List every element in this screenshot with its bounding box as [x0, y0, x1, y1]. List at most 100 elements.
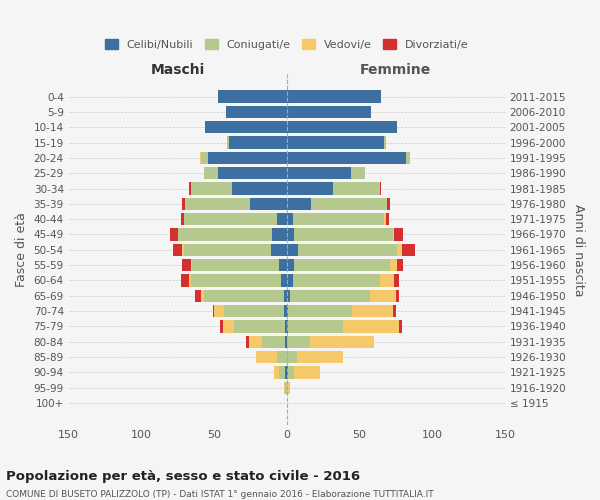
- Bar: [178, 228, 272, 240]
- Bar: [226, 106, 287, 118]
- Bar: [293, 213, 384, 226]
- Bar: [288, 305, 352, 317]
- Bar: [287, 305, 288, 317]
- Bar: [184, 244, 271, 256]
- Bar: [294, 228, 393, 240]
- Bar: [287, 136, 384, 148]
- Bar: [393, 228, 394, 240]
- Bar: [191, 182, 232, 194]
- Bar: [262, 336, 285, 348]
- Bar: [182, 244, 184, 256]
- Bar: [285, 366, 287, 378]
- Bar: [311, 198, 387, 210]
- Bar: [287, 244, 298, 256]
- Text: COMUNE DI BUSETO PALIZZOLO (TP) - Dati ISTAT 1° gennaio 2016 - Elaborazione TUTT: COMUNE DI BUSETO PALIZZOLO (TP) - Dati I…: [6, 490, 434, 499]
- Bar: [181, 274, 190, 286]
- Bar: [287, 90, 381, 102]
- Bar: [272, 228, 287, 240]
- Bar: [287, 382, 290, 394]
- Bar: [390, 259, 397, 272]
- Bar: [380, 274, 394, 286]
- Text: Femmine: Femmine: [360, 62, 431, 76]
- Bar: [284, 290, 287, 302]
- Bar: [294, 259, 390, 272]
- Bar: [394, 228, 403, 240]
- Bar: [204, 290, 284, 302]
- Bar: [232, 182, 287, 194]
- Bar: [285, 336, 287, 348]
- Bar: [287, 290, 290, 302]
- Bar: [293, 274, 380, 286]
- Bar: [249, 336, 262, 348]
- Bar: [343, 320, 398, 332]
- Bar: [218, 90, 287, 102]
- Bar: [384, 136, 386, 148]
- Bar: [287, 213, 293, 226]
- Bar: [287, 336, 310, 348]
- Bar: [397, 244, 401, 256]
- Bar: [380, 182, 381, 194]
- Bar: [200, 152, 201, 164]
- Bar: [195, 290, 201, 302]
- Bar: [218, 167, 287, 179]
- Bar: [298, 244, 397, 256]
- Bar: [214, 305, 224, 317]
- Bar: [224, 305, 284, 317]
- Bar: [185, 198, 250, 210]
- Bar: [280, 259, 287, 272]
- Bar: [246, 336, 249, 348]
- Bar: [387, 198, 390, 210]
- Bar: [287, 366, 288, 378]
- Bar: [393, 305, 396, 317]
- Bar: [281, 274, 287, 286]
- Bar: [401, 244, 415, 256]
- Bar: [288, 366, 294, 378]
- Bar: [384, 213, 386, 226]
- Text: Popolazione per età, sesso e stato civile - 2016: Popolazione per età, sesso e stato civil…: [6, 470, 360, 483]
- Bar: [398, 320, 401, 332]
- Bar: [406, 152, 410, 164]
- Bar: [191, 259, 192, 272]
- Bar: [287, 228, 294, 240]
- Bar: [227, 136, 229, 148]
- Bar: [277, 351, 287, 363]
- Bar: [229, 136, 287, 148]
- Bar: [285, 382, 287, 394]
- Bar: [182, 259, 191, 272]
- Bar: [287, 274, 293, 286]
- Bar: [235, 320, 285, 332]
- Bar: [294, 366, 320, 378]
- Bar: [173, 244, 182, 256]
- Bar: [256, 351, 277, 363]
- Bar: [386, 213, 389, 226]
- Bar: [205, 121, 287, 134]
- Bar: [287, 106, 371, 118]
- Bar: [285, 320, 287, 332]
- Bar: [288, 320, 343, 332]
- Bar: [287, 182, 333, 194]
- Bar: [284, 382, 285, 394]
- Bar: [394, 274, 398, 286]
- Bar: [182, 198, 185, 210]
- Bar: [310, 336, 374, 348]
- Bar: [333, 182, 380, 194]
- Bar: [191, 274, 281, 286]
- Text: Maschi: Maschi: [151, 62, 205, 76]
- Bar: [397, 259, 403, 272]
- Bar: [287, 259, 294, 272]
- Bar: [287, 320, 288, 332]
- Bar: [287, 121, 397, 134]
- Bar: [280, 366, 285, 378]
- Y-axis label: Fasce di età: Fasce di età: [15, 212, 28, 288]
- Bar: [201, 290, 204, 302]
- Bar: [287, 351, 297, 363]
- Bar: [287, 152, 406, 164]
- Bar: [220, 320, 223, 332]
- Bar: [190, 274, 191, 286]
- Bar: [290, 290, 370, 302]
- Bar: [204, 167, 218, 179]
- Bar: [277, 213, 287, 226]
- Bar: [274, 366, 280, 378]
- Legend: Celibi/Nubili, Coniugati/e, Vedovi/e, Divorziati/e: Celibi/Nubili, Coniugati/e, Vedovi/e, Di…: [100, 34, 473, 54]
- Bar: [190, 182, 191, 194]
